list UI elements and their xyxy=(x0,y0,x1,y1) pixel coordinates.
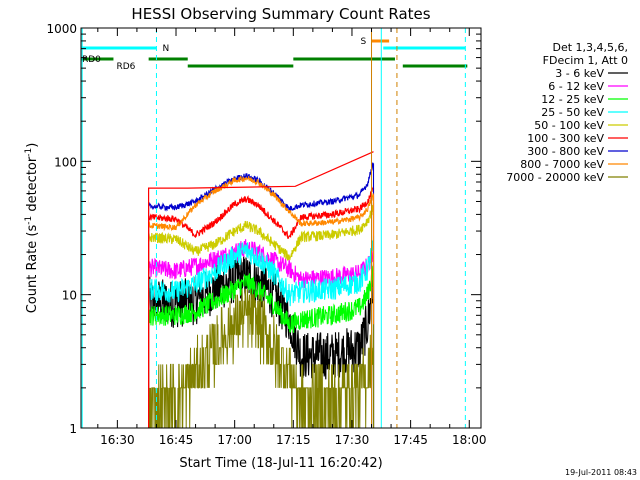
saa-label: S xyxy=(361,37,367,47)
legend-label-4: 50 - 100 keV xyxy=(534,119,604,132)
observing-flags: N S RD0 RD6 xyxy=(81,37,468,72)
axes xyxy=(80,27,482,429)
series-layer xyxy=(148,151,375,428)
series-line-6 xyxy=(148,162,375,428)
interval-markers xyxy=(81,28,466,428)
series-envelope xyxy=(148,151,374,428)
x-tick-label-6: 18:00 xyxy=(452,433,487,447)
series-line-1 xyxy=(148,239,375,428)
x-axis-ticks: 16:30 16:45 17:00 17:15 17:30 17:45 18:00 xyxy=(97,28,487,447)
legend-label-0: 3 - 6 keV xyxy=(555,67,604,80)
x-tick-label-3: 17:15 xyxy=(276,433,311,447)
y-axis-ticks: 1 10 100 1000 xyxy=(46,22,481,436)
series-line-4 xyxy=(148,202,375,428)
chart-title: HESSI Observing Summary Count Rates xyxy=(131,5,430,23)
night-label: N xyxy=(162,44,169,54)
legend-label-3: 25 - 50 keV xyxy=(541,106,604,119)
series-line-2 xyxy=(148,263,375,428)
rd0-label: RD0 xyxy=(82,55,101,65)
y-tick-label-2: 100 xyxy=(54,155,77,169)
series-line-3 xyxy=(148,235,375,428)
legend-label-5: 100 - 300 keV xyxy=(527,132,604,145)
series-line-7 xyxy=(148,176,375,428)
y-axis-label-exp1: -1 xyxy=(24,216,34,225)
legend-header-1: Det 1,3,4,5,6, xyxy=(552,41,628,54)
x-tick-label-1: 16:45 xyxy=(159,433,194,447)
x-tick-label-2: 17:00 xyxy=(217,433,252,447)
x-tick-label-5: 17:45 xyxy=(393,433,428,447)
plot-frame xyxy=(80,27,482,429)
y-tick-label-1: 10 xyxy=(62,289,77,303)
y-axis-label-mid: detector xyxy=(25,156,40,216)
y-tick-label-0: 1 xyxy=(69,422,77,436)
y-axis-label-main: Count Rate (s xyxy=(25,225,40,314)
y-tick-label-3: 1000 xyxy=(46,22,77,36)
legend-header-2: FDecim 1, Att 0 xyxy=(543,54,628,67)
series-line-5 xyxy=(148,186,375,428)
legend: Det 1,3,4,5,6, FDecim 1, Att 0 3 - 6 keV… xyxy=(506,41,628,184)
series-line-8 xyxy=(148,288,374,428)
timestamp: 19-Jul-2011 08:43 xyxy=(565,468,637,477)
legend-label-7: 800 - 7000 keV xyxy=(520,158,604,171)
legend-label-6: 300 - 800 keV xyxy=(527,145,604,158)
x-tick-label-4: 17:30 xyxy=(335,433,370,447)
y-axis-label-exp2: -1 xyxy=(24,148,34,157)
legend-label-1: 6 - 12 keV xyxy=(548,80,604,93)
x-axis-label: Start Time (18-Jul-11 16:20:42) xyxy=(179,456,382,471)
legend-label-2: 12 - 25 keV xyxy=(541,93,604,106)
y-axis-label-end: ) xyxy=(25,143,40,148)
rd6-label: RD6 xyxy=(116,62,135,72)
legend-label-8: 7000 - 20000 keV xyxy=(506,171,604,184)
x-tick-label-0: 16:30 xyxy=(100,433,135,447)
y-axis-label: Count Rate (s-1 detector-1) xyxy=(24,143,40,314)
